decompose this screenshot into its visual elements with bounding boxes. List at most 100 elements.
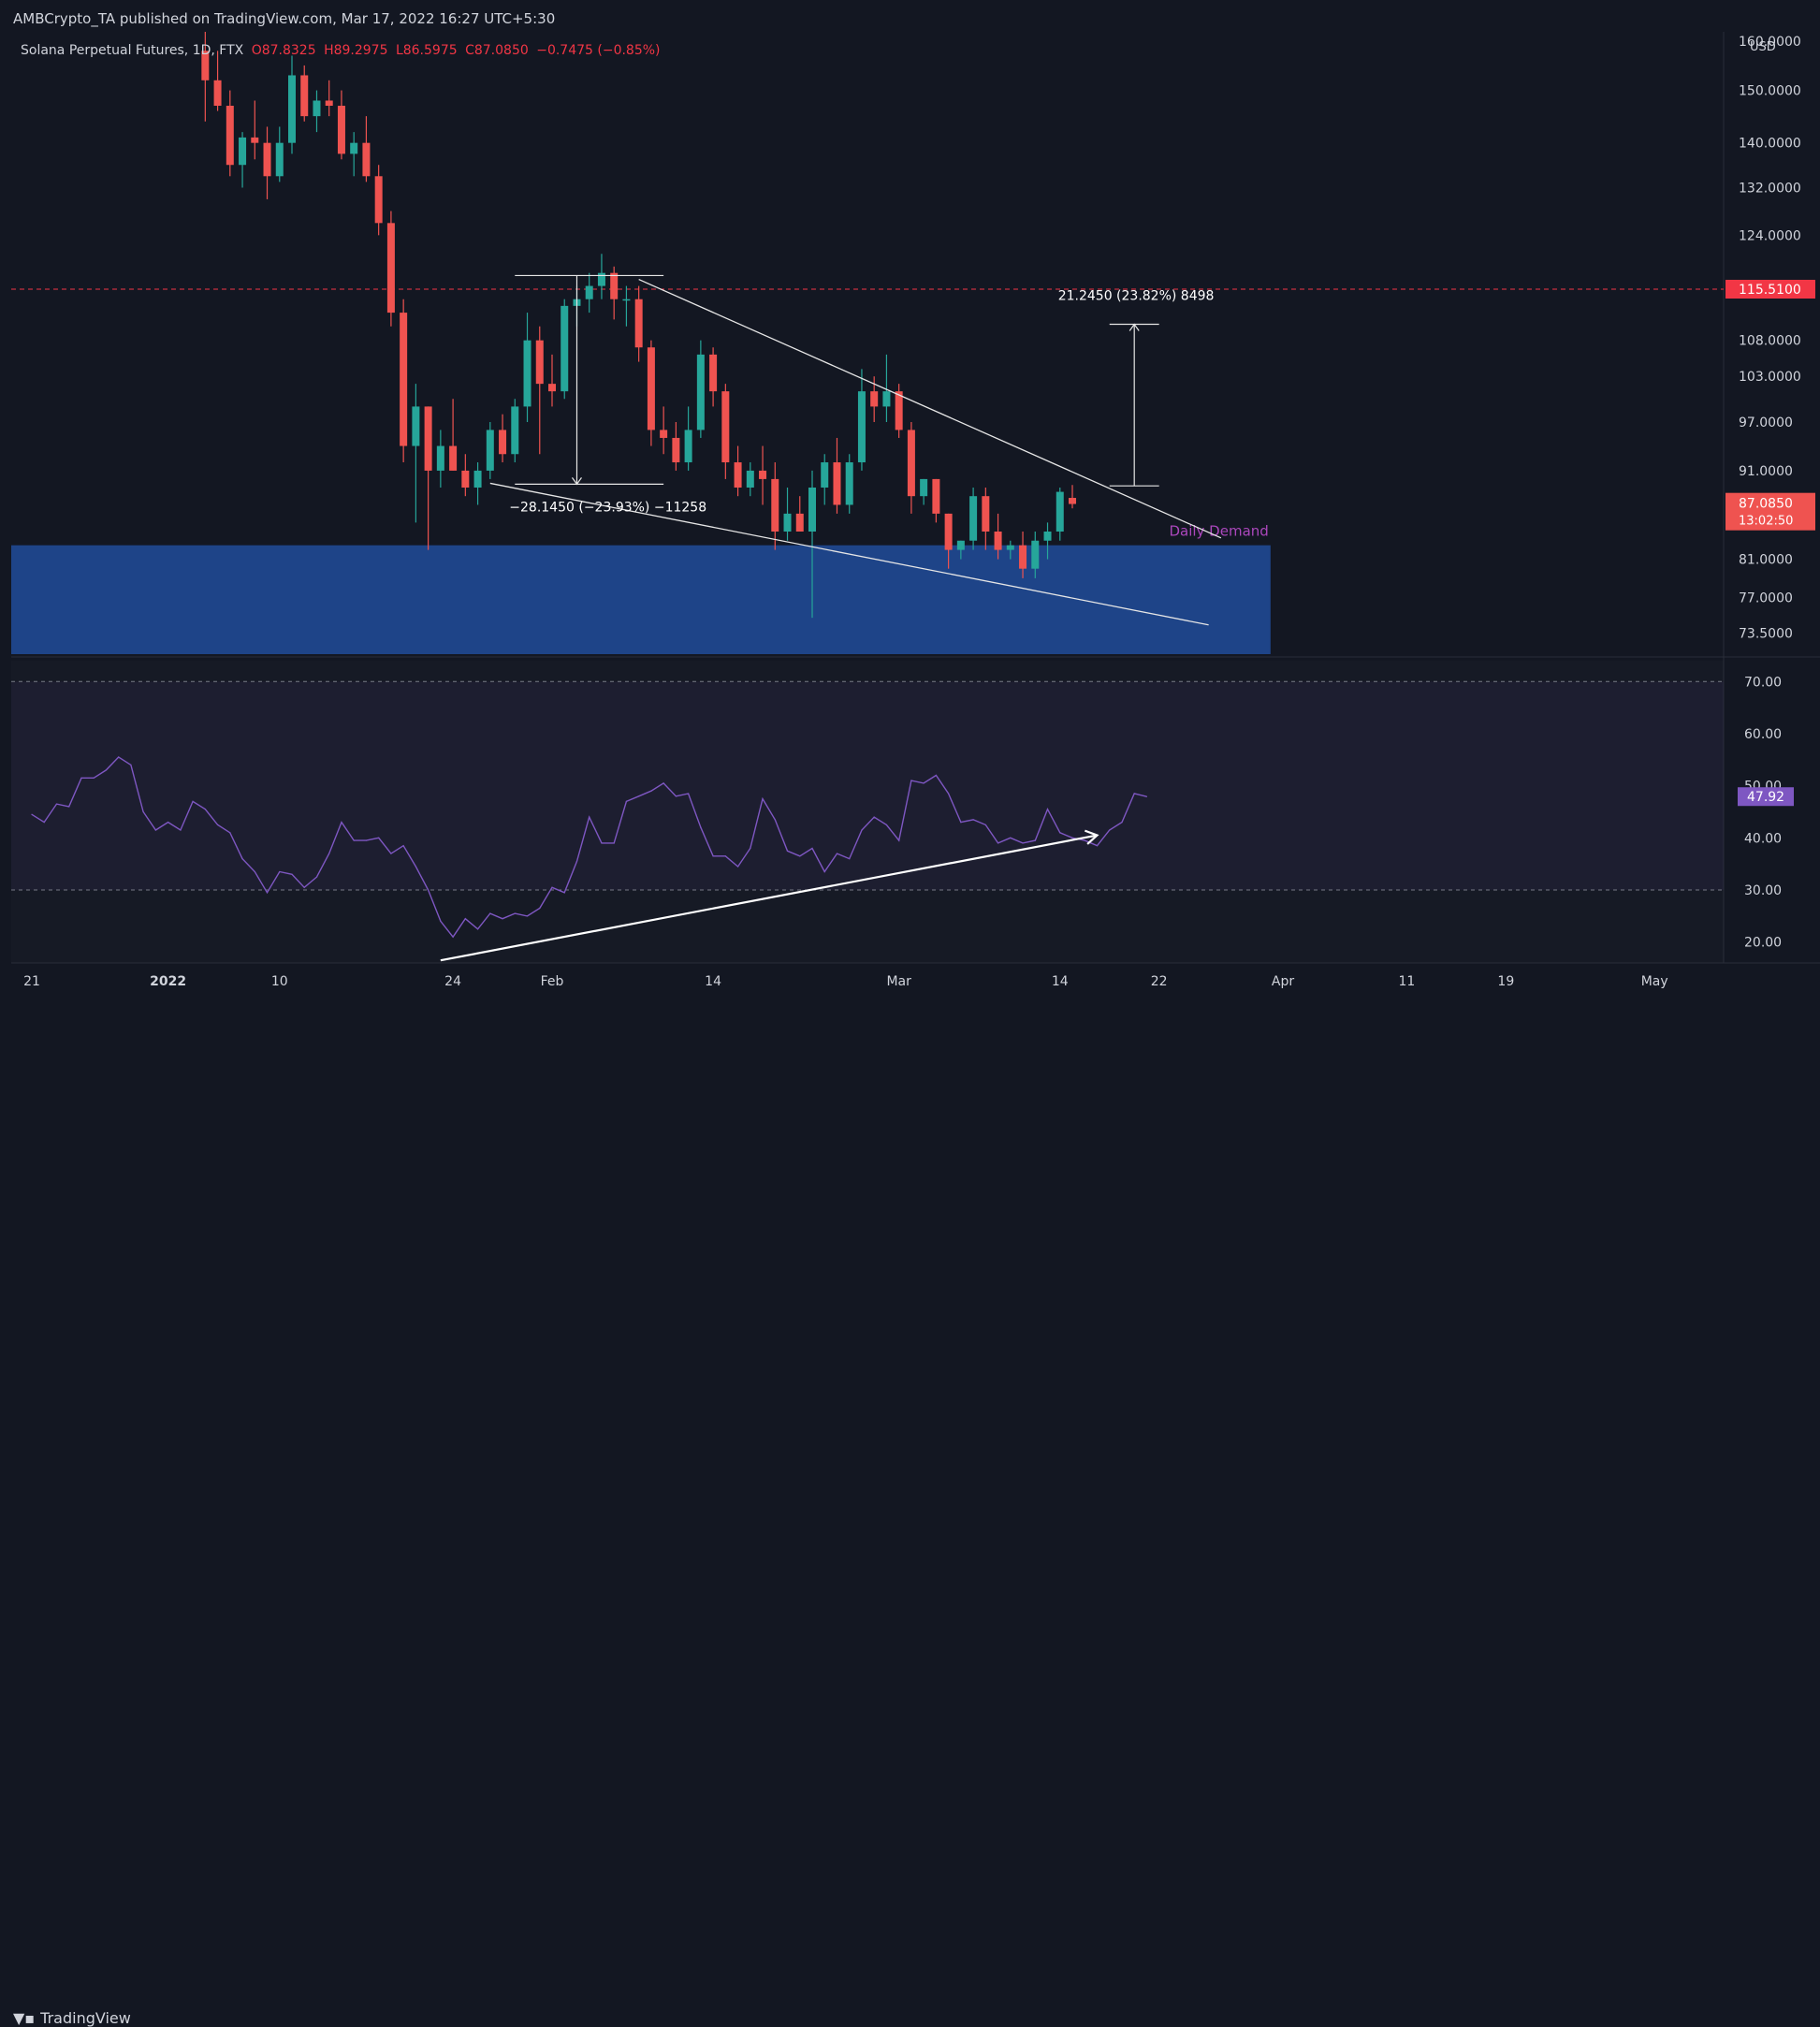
candle[interactable] [1043,522,1052,560]
candle[interactable] [771,462,779,550]
rsi-trend-arrow-line[interactable] [440,834,1098,962]
candle[interactable] [672,422,680,471]
rsi-point [303,886,305,888]
candle[interactable] [783,487,792,541]
rsi-point [142,810,144,813]
candle[interactable] [895,384,903,438]
candle[interactable] [473,462,482,505]
candle[interactable] [535,326,544,455]
wedge-upper-trendline[interactable] [638,278,1222,539]
candle[interactable] [882,354,891,423]
candle[interactable] [734,445,742,497]
rsi-point [613,842,615,844]
rsi-point [514,912,516,914]
candle[interactable] [1019,532,1027,578]
candle[interactable] [721,384,730,479]
candle[interactable] [932,478,940,523]
candle-body [201,51,210,80]
candle[interactable] [660,406,668,455]
chart-canvas[interactable]: Daily Demand −28.1450 (−23.93%) −11258 21… [11,32,1820,1000]
candle[interactable] [647,340,655,446]
candle[interactable] [920,478,928,505]
candle-body [634,299,643,348]
candle[interactable] [597,254,605,299]
rsi-point [638,795,640,797]
price-tick-label: 97.0000 [1739,416,1793,430]
candle[interactable] [696,340,705,438]
candle-body [808,487,816,532]
candle[interactable] [523,313,531,423]
rsi-point [786,850,789,852]
candle[interactable] [486,422,494,479]
candle[interactable] [684,406,692,471]
candle[interactable] [808,470,816,619]
candle[interactable] [239,132,247,188]
wedge-lower-trendline[interactable] [489,482,1209,626]
chart-frame[interactable]: Daily Demand −28.1450 (−23.93%) −11258 21… [11,32,1820,1000]
candle[interactable] [325,80,333,117]
candle-body [660,430,668,438]
demand-zone[interactable] [11,545,1271,654]
rsi-point [229,832,231,834]
candle[interactable] [1056,487,1064,541]
candle[interactable] [449,399,458,471]
rsi-point [799,855,801,857]
rsi-point [935,774,937,777]
candle[interactable] [956,540,965,560]
candle[interactable] [362,116,371,182]
candle[interactable] [634,285,643,362]
price-tick-label: 77.0000 [1739,591,1793,606]
candle[interactable] [622,285,631,327]
candle[interactable] [511,399,519,463]
rsi-point [1071,837,1073,839]
candle[interactable] [424,406,432,550]
candle[interactable] [821,454,829,505]
candle[interactable] [300,65,309,122]
candle[interactable] [337,90,345,160]
rsi-point [266,892,269,894]
candle[interactable] [412,384,420,523]
candle[interactable] [548,354,556,407]
candle[interactable] [350,132,358,177]
candle[interactable] [1069,485,1076,509]
candle[interactable] [746,462,754,497]
candle[interactable] [1006,540,1014,560]
candle[interactable] [400,299,408,463]
rsi-point [31,813,33,815]
candle-body [251,137,259,143]
candle[interactable] [994,513,1002,560]
candle[interactable] [857,369,866,471]
candle[interactable] [585,272,593,314]
candle[interactable] [561,299,569,400]
resistance-price-label: 115.5100 [1739,283,1801,298]
candle-body [870,391,879,407]
candle[interactable] [944,513,953,569]
rsi-pane-background [11,661,1724,963]
candle[interactable] [845,454,853,514]
candle[interactable] [313,90,321,133]
candle[interactable] [982,487,990,550]
candle[interactable] [833,437,841,514]
candle-body [1019,545,1027,569]
candle[interactable] [436,430,444,488]
candle[interactable] [275,126,284,182]
candle[interactable] [499,414,507,463]
tradingview-logo[interactable]: ▼▪ TradingView [13,2009,131,2027]
candle[interactable] [226,90,234,177]
candle[interactable] [263,126,271,199]
candle[interactable] [969,487,978,550]
candle[interactable] [386,211,395,327]
candle[interactable] [288,55,296,154]
candle[interactable] [759,445,767,505]
candle[interactable] [201,32,210,122]
candle[interactable] [1031,532,1040,578]
candle[interactable] [461,454,470,497]
candle[interactable] [213,51,222,111]
candle[interactable] [795,496,804,532]
candle[interactable] [251,100,259,160]
candle-body [424,406,432,471]
candle[interactable] [374,165,383,236]
candle[interactable] [709,347,718,407]
candle[interactable] [907,422,915,514]
price-tick-label: 103.0000 [1739,370,1801,385]
